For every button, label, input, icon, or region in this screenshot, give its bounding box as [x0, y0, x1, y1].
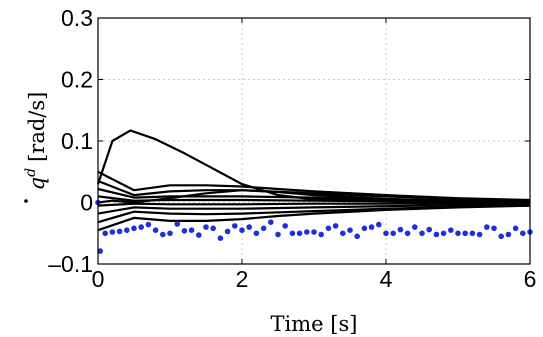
- scatter-point: [476, 231, 483, 238]
- scatter-point: [296, 230, 303, 237]
- scatter-point: [289, 230, 296, 237]
- scatter-point: [354, 233, 361, 240]
- scatter-point: [318, 231, 325, 238]
- scatter-point: [239, 227, 245, 233]
- scatter-point: [116, 228, 123, 235]
- scatter-point: [167, 230, 173, 237]
- scatter-point: [174, 221, 180, 227]
- scatter-point: [203, 224, 209, 230]
- scatter-point: [520, 230, 526, 237]
- scatter-point: [383, 230, 389, 237]
- scatter-point: [181, 228, 188, 234]
- series-line: [97, 195, 530, 203]
- scatter-point: [412, 224, 418, 230]
- scatter-point: [275, 231, 281, 238]
- scatter-point: [138, 224, 144, 230]
- y-tick-label: 0.3: [61, 5, 93, 31]
- series-line: [97, 204, 531, 232]
- series-line: [97, 189, 531, 204]
- scatter-point: [484, 224, 490, 230]
- y-axis-title-base: q: [25, 177, 49, 190]
- scatter-point: [419, 230, 425, 237]
- scatter-point: [124, 227, 130, 233]
- scatter-point: [469, 230, 476, 237]
- scatter-point: [433, 231, 440, 238]
- scatter-point: [224, 228, 231, 235]
- scatter-point: [253, 230, 260, 237]
- x-tick-label: 2: [236, 266, 249, 292]
- scatter-point: [455, 230, 461, 237]
- scatter-point: [304, 229, 310, 235]
- scatter-point: [196, 232, 202, 238]
- series-line: [97, 203, 531, 215]
- scatter-point: [462, 230, 469, 237]
- scatter-point: [426, 226, 433, 233]
- y-axis-title-sup: d: [23, 168, 39, 177]
- scatter-point: [210, 225, 216, 232]
- scatter-point: [404, 230, 411, 237]
- scatter-point: [368, 224, 375, 230]
- y-tick-label: 0.1: [61, 128, 93, 154]
- scatter-point: [160, 231, 166, 238]
- scatter-point: [390, 230, 397, 237]
- scatter-point: [232, 223, 238, 229]
- y-axis-title-dot: [24, 199, 28, 203]
- scatter-point: [131, 225, 137, 232]
- series-group: [96, 129, 531, 232]
- y-tick-label: 0.2: [61, 67, 93, 93]
- svg-text:qd[rad/s]: qd [rad/s]: [23, 92, 49, 191]
- scatter-point: [109, 229, 116, 235]
- scatter-point: [217, 235, 224, 241]
- scatter-point: [260, 225, 267, 232]
- scatter-point: [361, 225, 368, 232]
- scatter-point: [340, 230, 346, 237]
- scatter-point: [152, 227, 159, 233]
- scatter-point: [491, 225, 497, 232]
- scatter-point: [102, 230, 108, 237]
- ticks: [97, 17, 531, 265]
- scatter-point: [311, 229, 317, 235]
- y-tick-label: 0: [80, 190, 93, 216]
- x-tick-label: 0: [92, 266, 105, 292]
- y-axis-title-unit: [rad/s]: [25, 92, 49, 162]
- scatter-point: [268, 219, 274, 225]
- scatter-point: [498, 233, 505, 240]
- scatter-point: [282, 223, 289, 229]
- scatter-point: [246, 224, 252, 230]
- x-tick-label: 6: [524, 266, 537, 292]
- scatter-point: [376, 221, 382, 228]
- x-tick-label: 4: [380, 266, 393, 292]
- scatter-point: [145, 221, 152, 228]
- x-axis-title: Time [s]: [271, 312, 358, 336]
- scatter-point: [448, 227, 454, 233]
- scatter-point: [440, 230, 447, 237]
- scatter-point: [97, 248, 103, 254]
- tick-labels: 0 2 4 6–0.100.10.20.3: [48, 5, 536, 292]
- y-axis-title: qd [rad/s]: [23, 92, 49, 203]
- y-tick-label: –0.1: [48, 251, 93, 277]
- scatter-point: [325, 225, 332, 232]
- scatter-point: [505, 231, 512, 238]
- scatter-point: [397, 226, 404, 233]
- scatter-point: [332, 223, 339, 229]
- scatter-point: [512, 225, 519, 232]
- scatter-point: [347, 227, 353, 233]
- series-line: [97, 202, 530, 207]
- scatter-point: [188, 227, 195, 233]
